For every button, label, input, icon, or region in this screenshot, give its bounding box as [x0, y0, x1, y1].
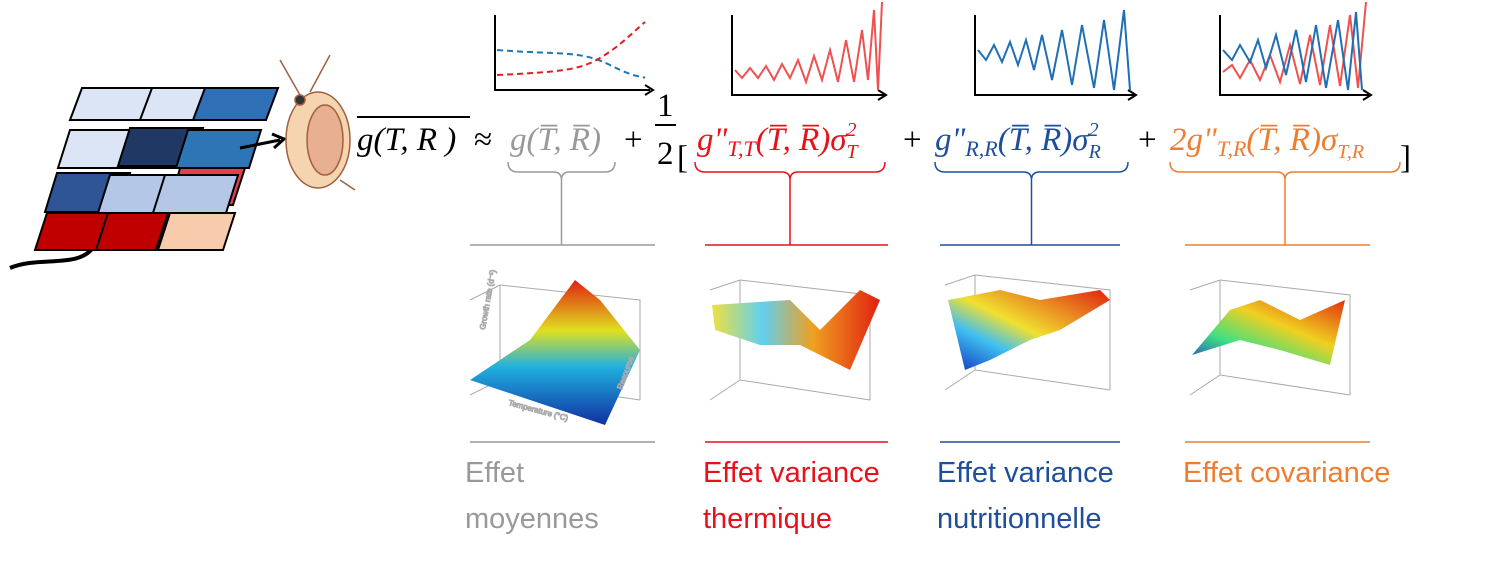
brace [507, 161, 616, 181]
covariance-term: 2g"T,R(T̅, R̅)σT,R [1170, 122, 1364, 163]
effect-label: moyennes [465, 503, 599, 535]
time-series-sketches [494, 1, 1373, 101]
thermal-term: g"T,T(T̅, R̅)σ2 T [697, 119, 860, 163]
approx: ≈ [474, 122, 492, 158]
labels: Effet moyennes Effet variance thermique Effe… [465, 457, 1390, 535]
brace [694, 161, 886, 181]
connectors [470, 161, 1401, 443]
close-bracket: ] [1400, 140, 1411, 176]
half-den: 2 [657, 136, 674, 172]
axis-label: Growth rate (d⁻¹) [478, 269, 497, 331]
plus: + [624, 122, 643, 158]
mean-term: g(T̅, R̅) [510, 122, 601, 158]
grid-map [9, 87, 287, 270]
nutrient-term: g"R,R(T̅, R̅)σ2 R [935, 119, 1101, 163]
effect-label: Effet variance [703, 457, 880, 489]
brace [934, 161, 1129, 181]
open-bracket: [ [677, 140, 688, 176]
lhs: g(T, R ) [357, 122, 456, 158]
effect-label: Effet [465, 457, 524, 489]
effect-label: Effet covariance [1183, 457, 1390, 489]
plus: + [903, 122, 922, 158]
effect-label: thermique [703, 503, 832, 535]
effect-label: nutritionnelle [937, 503, 1101, 535]
daphnia [279, 54, 356, 191]
formula: g(T, R ) ≈ g(T̅, R̅) + 1 2 [ g"T,T(T̅, R… [357, 88, 1411, 176]
surface-plots: Growth rate (d⁻¹) Temperature (°C) Resou… [469, 268, 1351, 425]
brace [1169, 161, 1401, 181]
effect-label: Effet variance [937, 457, 1114, 489]
plus: + [1138, 122, 1157, 158]
half-num: 1 [657, 88, 674, 124]
